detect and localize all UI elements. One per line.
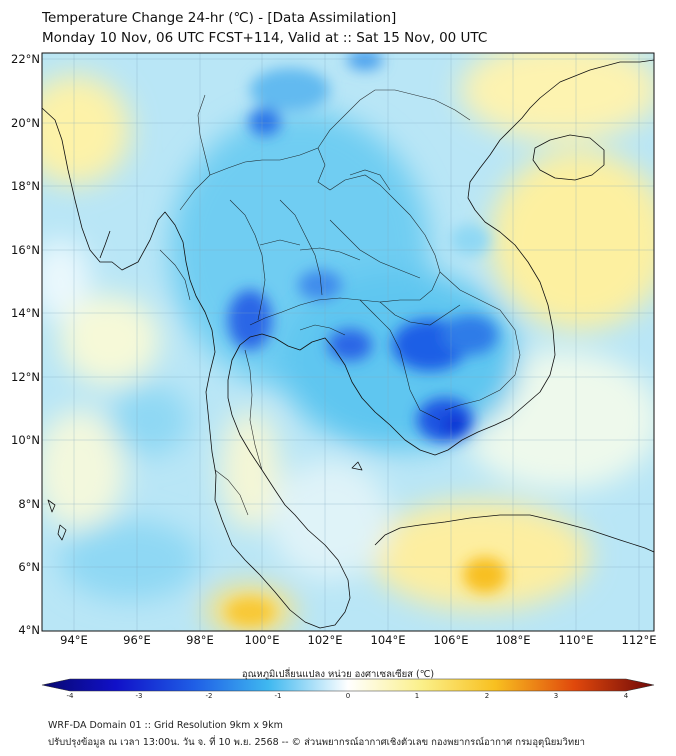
lat-label: 4°N	[18, 623, 40, 637]
chart-subtitle: Monday 10 Nov, 06 UTC FCST+114, Valid at…	[42, 30, 488, 46]
footer-credit: ปรับปรุงข้อมูล ณ เวลา 13:00น. วัน จ. ที่…	[48, 737, 586, 748]
admin-borders	[159, 89, 521, 516]
lat-label: 6°N	[18, 560, 40, 574]
lon-label: 96°E	[123, 633, 151, 647]
colorbar-tick: -1	[274, 692, 282, 700]
colorbar-tick: -4	[66, 692, 74, 700]
map-frame	[41, 52, 655, 632]
lat-label: 18°N	[11, 179, 40, 193]
lon-label: 104°E	[370, 633, 406, 647]
lat-label: 22°N	[11, 52, 40, 66]
lon-label: 108°E	[495, 633, 531, 647]
colorbar-tick: -3	[135, 692, 143, 700]
temperature-field	[42, 53, 654, 631]
graticule	[42, 53, 654, 631]
chart-title: Temperature Change 24-hr (℃) - [Data Ass…	[42, 10, 397, 26]
coastlines	[42, 59, 654, 629]
lon-label: 112°E	[621, 633, 657, 647]
lon-label: 100°E	[244, 633, 280, 647]
lat-label: 20°N	[11, 116, 40, 130]
colorbar-tick: 4	[623, 692, 629, 700]
lon-label: 110°E	[558, 633, 594, 647]
lat-label: 12°N	[11, 370, 40, 384]
lat-label: 10°N	[11, 433, 40, 447]
colorbar-tick: 2	[484, 692, 490, 700]
colorbar-tick: 3	[553, 692, 559, 700]
lon-label: 94°E	[60, 633, 88, 647]
lon-label: 98°E	[186, 633, 214, 647]
footer-model-info: WRF-DA Domain 01 :: Grid Resolution 9km …	[48, 720, 283, 731]
colorbar-tick: -2	[205, 692, 213, 700]
lon-label: 102°E	[307, 633, 343, 647]
colorbar-tick: 0	[345, 692, 351, 700]
lat-label: 16°N	[11, 243, 40, 257]
colorbar-tick: 1	[414, 692, 420, 700]
colorbar-label: อุณหภูมิเปลี่ยนแปลง หน่วย องศาเซลเซียส (…	[241, 669, 435, 680]
colorbar	[41, 678, 655, 692]
lon-label: 106°E	[433, 633, 469, 647]
lat-label: 8°N	[18, 497, 40, 511]
lat-label: 14°N	[11, 306, 40, 320]
